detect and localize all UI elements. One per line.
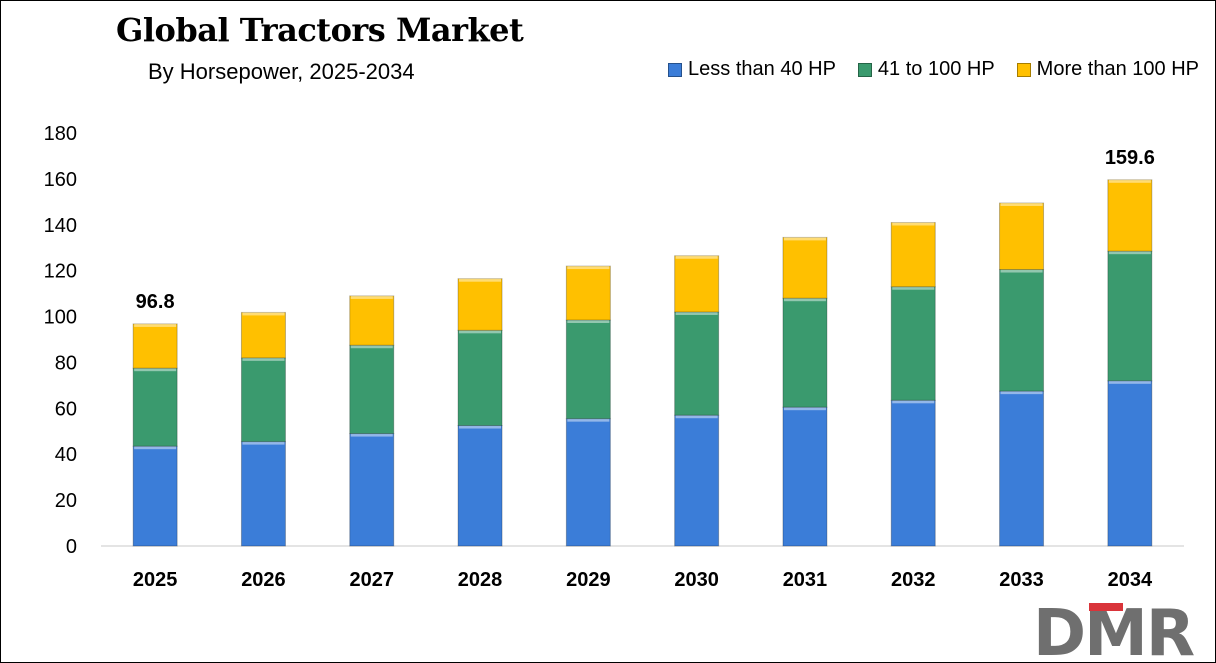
- bar-highlight-2031-series-1: [783, 407, 826, 411]
- bar-2028-series-2: [457, 329, 503, 427]
- legend-label-3: More than 100 HP: [1036, 58, 1199, 80]
- bar-highlight-2030-series-2: [675, 311, 718, 315]
- bar-highlight-2032-series-3: [892, 222, 935, 226]
- bar-2025-series-1: [132, 445, 178, 547]
- bar-2031-series-2: [782, 297, 828, 408]
- y-tick-label-80: 80: [55, 352, 77, 374]
- bar-highlight-2025-series-3: [134, 323, 177, 327]
- bar-2029-series-1: [565, 418, 611, 547]
- bar-2029-series-3: [565, 265, 611, 321]
- bar-2026-series-3: [240, 311, 286, 359]
- bar-2026-series-2: [240, 357, 286, 443]
- bar-2032-series-2: [890, 286, 936, 401]
- bar-highlight-2029-series-2: [567, 319, 610, 323]
- x-tick-label-2025: 2025: [133, 569, 178, 591]
- bar-2032-series-1: [890, 399, 936, 547]
- bar-2031-series-1: [782, 406, 828, 547]
- bar-2025-series-3: [132, 323, 178, 369]
- stacked-bar-chart: 0 20 40 60 80 100 120 140 160 180 2025 96.8 2026 2027…: [44, 123, 1184, 591]
- bar-2028-series-3: [457, 278, 503, 331]
- bar-highlight-2029-series-3: [567, 266, 610, 270]
- chart-subtitle: By Horsepower, 2025-2034: [148, 59, 415, 84]
- data-label-2034: 159.6: [1105, 147, 1155, 169]
- bar-highlight-2026-series-3: [242, 312, 285, 316]
- bar-highlight-2027-series-3: [350, 295, 393, 299]
- legend-item-1: Less than 40 HP: [668, 58, 836, 81]
- y-tick-label-20: 20: [55, 490, 77, 512]
- bar-2027-series-2: [349, 344, 395, 435]
- bar-2034-series-3: [1107, 179, 1153, 252]
- legend-item-3: More than 100 HP: [1016, 58, 1199, 81]
- x-tick-label-2029: 2029: [566, 569, 611, 591]
- y-tick-label-140: 140: [44, 215, 77, 237]
- bar-highlight-2027-series-2: [350, 345, 393, 349]
- bar-2031-series-3: [782, 236, 828, 299]
- legend-swatch-1: [668, 62, 683, 77]
- bar-highlight-2031-series-3: [783, 237, 826, 241]
- x-tick-label-2032: 2032: [891, 569, 936, 591]
- bar-2032-series-3: [890, 221, 936, 288]
- y-tick-label-180: 180: [44, 123, 77, 145]
- bar-2027-series-1: [349, 433, 395, 547]
- bar-2026-series-1: [240, 441, 286, 547]
- dmr-logo-accent: [1089, 603, 1123, 611]
- x-tick-label-2034: 2034: [1108, 569, 1153, 591]
- y-tick-label-0: 0: [66, 536, 77, 558]
- bar-2034-series-1: [1107, 380, 1153, 547]
- y-tick-label-40: 40: [55, 444, 77, 466]
- y-tick-label-120: 120: [44, 261, 77, 283]
- x-tick-label-2026: 2026: [241, 569, 286, 591]
- bar-highlight-2030-series-3: [675, 255, 718, 259]
- bar-highlight-2026-series-1: [242, 441, 285, 445]
- bar-highlight-2025-series-1: [134, 446, 177, 450]
- legend-swatch-2: [857, 62, 872, 77]
- bar-highlight-2034-series-3: [1108, 179, 1151, 183]
- bar-highlight-2026-series-2: [242, 357, 285, 361]
- bar-highlight-2034-series-2: [1108, 251, 1151, 255]
- bar-highlight-2032-series-2: [892, 286, 935, 290]
- bar-highlight-2028-series-1: [459, 425, 502, 429]
- bar-2030-series-3: [674, 255, 720, 313]
- bar-highlight-2033-series-2: [1000, 269, 1043, 273]
- bar-highlight-2033-series-1: [1000, 391, 1043, 395]
- legend-item-2: 41 to 100 HP: [857, 58, 995, 81]
- y-tick-label-160: 160: [44, 169, 77, 191]
- bar-2029-series-2: [565, 319, 611, 420]
- bar-2033-series-2: [999, 269, 1045, 392]
- x-tick-label-2027: 2027: [350, 569, 395, 591]
- bar-2033-series-1: [999, 390, 1045, 547]
- data-label-2025: 96.8: [136, 291, 175, 313]
- legend-label-2: 41 to 100 HP: [877, 58, 995, 80]
- bar-2027-series-3: [349, 295, 395, 346]
- bar-highlight-2030-series-1: [675, 415, 718, 419]
- bar-highlight-2025-series-2: [134, 368, 177, 372]
- x-tick-label-2033: 2033: [999, 569, 1044, 591]
- bar-2028-series-1: [457, 425, 503, 547]
- bar-highlight-2028-series-2: [459, 330, 502, 334]
- x-tick-label-2031: 2031: [783, 569, 828, 591]
- legend-label-1: Less than 40 HP: [688, 58, 836, 80]
- bar-highlight-2032-series-1: [892, 400, 935, 404]
- dmr-logo: DMR: [1033, 601, 1196, 659]
- bar-highlight-2031-series-2: [783, 298, 826, 302]
- chart-title: Global Tractors Market: [116, 11, 524, 49]
- bar-2030-series-1: [674, 414, 720, 547]
- legend-swatch-3: [1016, 62, 1031, 77]
- bar-highlight-2034-series-1: [1108, 380, 1151, 384]
- bar-highlight-2028-series-3: [459, 278, 502, 282]
- x-tick-label-2030: 2030: [674, 569, 719, 591]
- bar-highlight-2029-series-1: [567, 418, 610, 422]
- x-tick-label-2028: 2028: [458, 569, 503, 591]
- bar-highlight-2033-series-3: [1000, 202, 1043, 206]
- bar-2030-series-2: [674, 311, 720, 416]
- bar-2033-series-3: [999, 202, 1045, 271]
- y-tick-label-60: 60: [55, 398, 77, 420]
- legend: Less than 40 HP 41 to 100 HP More than 100…: [668, 58, 1199, 81]
- bar-highlight-2027-series-1: [350, 433, 393, 437]
- y-tick-label-100: 100: [44, 307, 77, 329]
- bar-2025-series-2: [132, 367, 178, 447]
- bar-2034-series-2: [1107, 250, 1153, 382]
